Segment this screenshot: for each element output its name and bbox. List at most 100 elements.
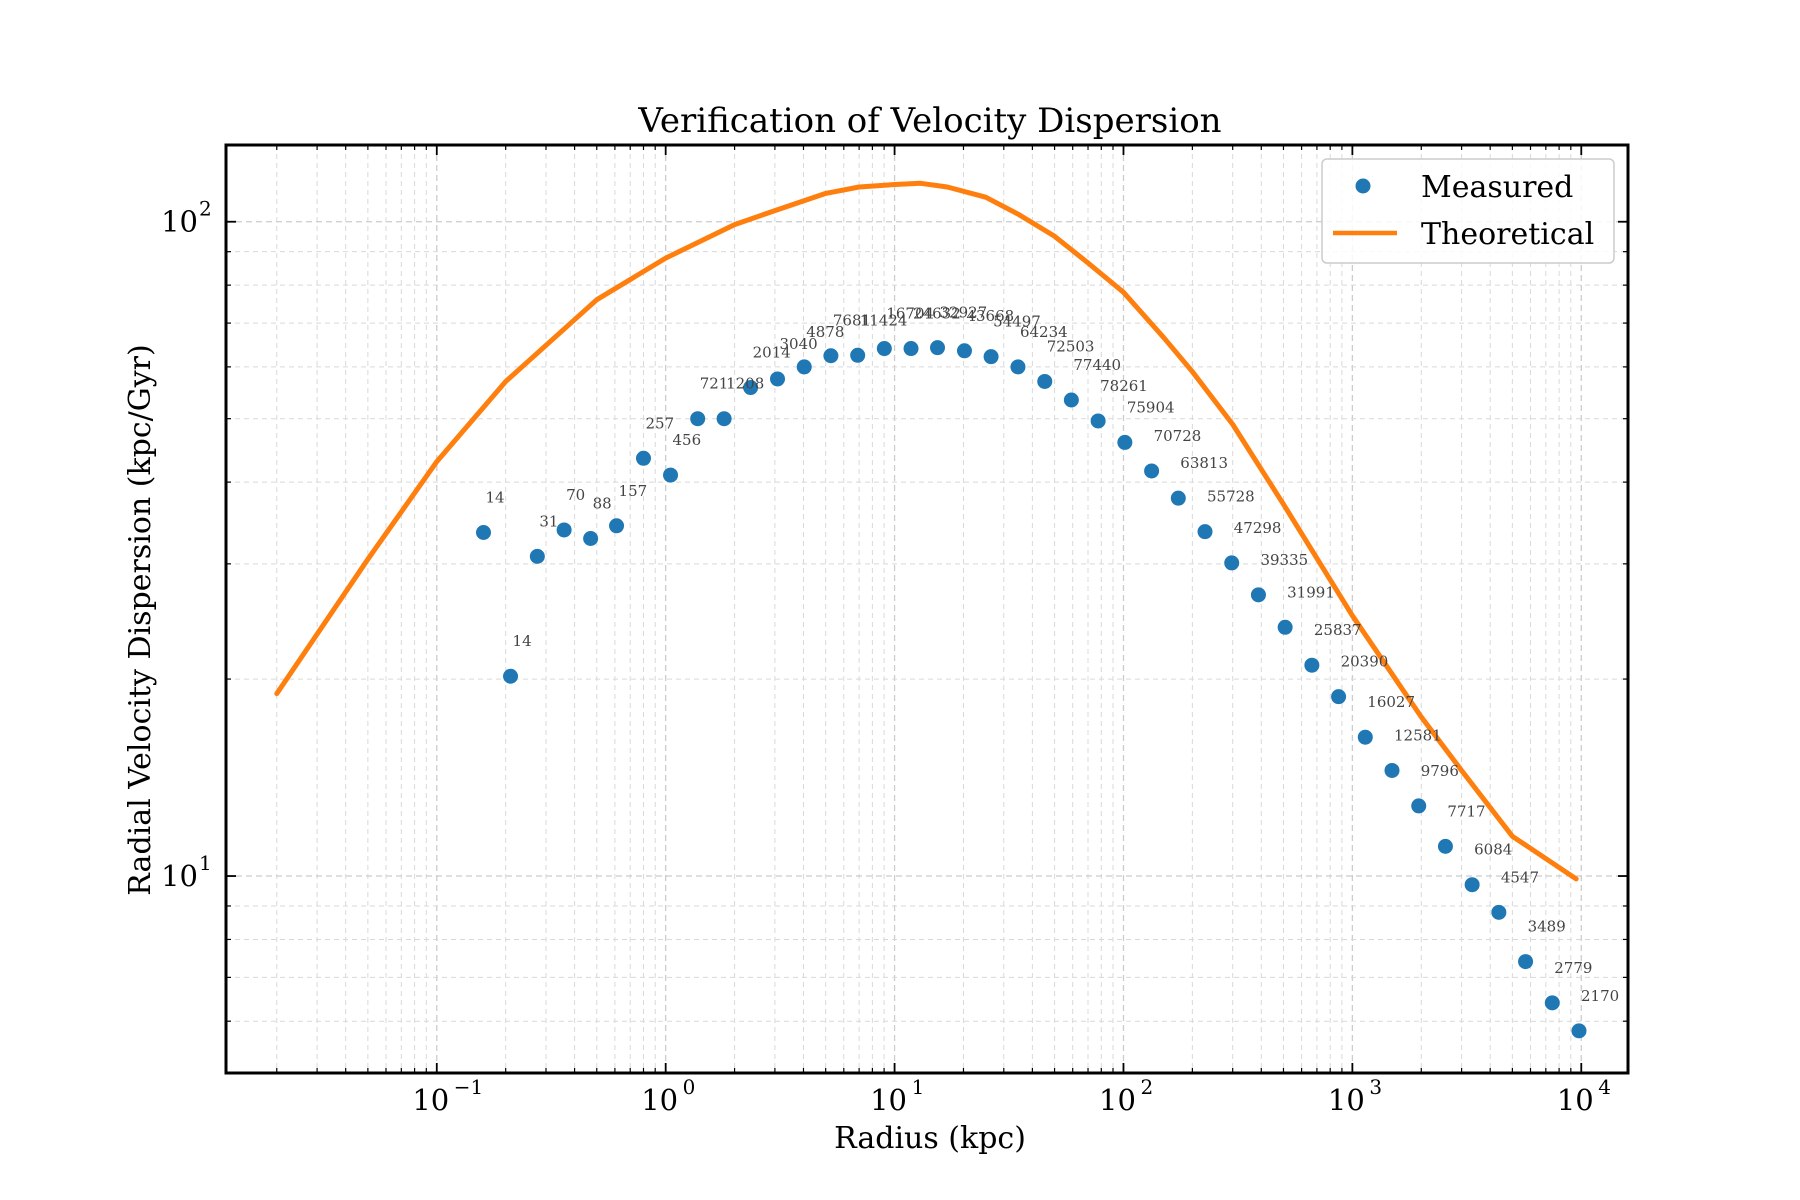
measured-point — [1277, 619, 1293, 635]
measured-point — [663, 467, 679, 483]
measured-point-label: 32927 — [939, 304, 987, 322]
x-tick-label: 10 0 — [641, 1075, 695, 1117]
x-tick-label-base: 10 — [1099, 1083, 1136, 1117]
x-tick-label-exponent: 3 — [1369, 1075, 1382, 1099]
measured-point — [475, 524, 491, 540]
measured-point — [1304, 657, 1320, 673]
measured-point-label: 55728 — [1207, 488, 1255, 506]
x-tick-label: 10 3 — [1328, 1075, 1382, 1117]
measured-point — [1090, 413, 1106, 429]
measured-point — [1491, 904, 1507, 920]
x-tick-label-base: 10 — [412, 1083, 449, 1117]
measured-point-label: 9796 — [1421, 762, 1459, 780]
measured-point — [1224, 555, 1240, 571]
measured-point — [743, 380, 759, 396]
measured-point-label: 31 — [539, 512, 558, 530]
measured-point — [876, 341, 892, 357]
plot-frame — [224, 143, 1630, 1075]
measured-point — [1437, 838, 1453, 854]
legend-measured-marker — [1355, 178, 1371, 194]
legend: Measured Theoretical — [1321, 158, 1615, 264]
measured-point — [983, 349, 999, 365]
x-tick-label: 10 2 — [1099, 1075, 1153, 1117]
y-tick-label-exponent: 2 — [199, 197, 212, 221]
measured-point-label: 24632 — [913, 305, 961, 323]
y-tick-label-exponent: 1 — [199, 851, 212, 875]
measured-point-label: 20390 — [1341, 653, 1389, 671]
chart-title: Verification of Velocity Dispersion — [637, 101, 1221, 141]
x-tick-label-exponent: −1 — [454, 1075, 483, 1099]
measured-point — [690, 411, 706, 427]
measured-point-label: 6084 — [1474, 841, 1512, 859]
x-tick-label-exponent: 2 — [1140, 1075, 1153, 1099]
measured-point — [1411, 798, 1427, 814]
measured-point — [1331, 689, 1347, 705]
measured-point-label: 16704 — [886, 305, 934, 323]
x-tick-label: 10 −1 — [412, 1075, 483, 1117]
measured-point — [556, 522, 572, 538]
measured-point — [1357, 729, 1373, 745]
measured-point-label: 257 — [645, 414, 674, 432]
measured-point-label: 31991 — [1287, 583, 1335, 601]
measured-point — [1063, 392, 1079, 408]
x-axis-label: Radius (kpc) — [834, 1121, 1026, 1156]
measured-point — [850, 347, 866, 363]
measured-point-label: 157 — [619, 482, 648, 500]
measured-point-label: 3040 — [780, 335, 818, 353]
axis-ticks: 10 −1 10 0 10 1 10 2 10 3 10 410 110 2 — [161, 145, 1628, 1117]
measured-point-label: 72503 — [1047, 337, 1095, 355]
measured-point — [770, 371, 786, 387]
measured-point — [583, 530, 599, 546]
measured-point — [1544, 995, 1560, 1011]
measured-point-label: 70728 — [1154, 427, 1202, 445]
measured-point-label: 43668 — [966, 307, 1014, 325]
measured-point-label: 14 — [485, 488, 504, 506]
measured-point-label: 39335 — [1260, 551, 1308, 569]
measured-point — [609, 518, 625, 534]
measured-point-label: 16027 — [1367, 693, 1415, 711]
x-tick-label-base: 10 — [1557, 1083, 1594, 1117]
measured-point-label: 88 — [593, 494, 612, 512]
measured-point-label: 3489 — [1528, 918, 1566, 936]
x-tick-label-base: 10 — [870, 1083, 907, 1117]
measured-point — [929, 340, 945, 356]
measured-point — [1037, 373, 1053, 389]
measured-point — [956, 343, 972, 359]
legend-theoretical-label: Theoretical — [1421, 217, 1594, 252]
measured-point-label: 2014 — [753, 344, 791, 362]
plot-area — [274, 180, 1587, 1039]
legend-box — [1321, 158, 1615, 264]
measured-point — [529, 548, 545, 564]
measured-point-label: 11424 — [860, 311, 908, 329]
measured-point — [1464, 877, 1480, 893]
measured-point-label: 75904 — [1127, 398, 1175, 416]
measured-point-label: 4878 — [806, 323, 844, 341]
measured-point — [1571, 1023, 1587, 1039]
measured-point-label: 12581 — [1394, 726, 1442, 744]
x-tick-label: 10 4 — [1557, 1075, 1611, 1117]
measured-point-label: 2170 — [1581, 987, 1619, 1005]
measured-point-label: 2779 — [1554, 959, 1592, 977]
y-tick-label-base: 10 — [161, 205, 198, 239]
measured-point-label: 77440 — [1073, 356, 1121, 374]
measured-point-label: 63813 — [1180, 454, 1228, 472]
x-tick-label: 10 1 — [870, 1075, 924, 1117]
measured-point-label: 1208 — [726, 375, 764, 393]
grid — [226, 145, 1628, 1074]
x-tick-label-exponent: 1 — [912, 1075, 925, 1099]
measured-point — [716, 411, 732, 427]
measured-point-label: 54497 — [993, 313, 1041, 331]
measured-point — [635, 450, 651, 466]
y-axis-label: Radial Velocity Dispersion (kpc/Gyr) — [123, 344, 158, 895]
measured-point-label: 7717 — [1447, 802, 1485, 820]
measured-point-label: 64234 — [1020, 323, 1068, 341]
x-tick-label-exponent: 4 — [1598, 1075, 1611, 1099]
legend-measured-label: Measured — [1421, 170, 1573, 205]
x-tick-label-exponent: 0 — [683, 1075, 696, 1099]
measured-point — [823, 348, 839, 364]
y-tick-label: 10 2 — [161, 197, 212, 239]
x-tick-label-base: 10 — [641, 1083, 678, 1117]
measured-point — [1117, 434, 1133, 450]
